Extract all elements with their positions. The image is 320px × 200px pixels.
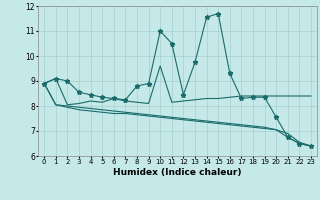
X-axis label: Humidex (Indice chaleur): Humidex (Indice chaleur) [113,168,242,177]
